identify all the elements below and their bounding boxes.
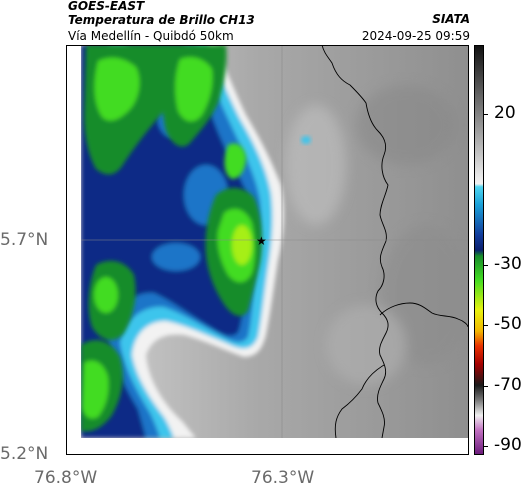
timestamp: 2024-09-25 09:59 <box>361 29 470 43</box>
colorbar-tick <box>484 265 488 267</box>
small-cloud <box>301 136 311 144</box>
colorbar-tick <box>484 385 488 387</box>
border-line <box>379 302 468 328</box>
satellite-image: ★ <box>66 45 469 455</box>
convective-cores <box>81 45 262 432</box>
border-line <box>321 45 389 438</box>
satellite-map: ★ <box>66 45 469 455</box>
border-line <box>334 364 385 438</box>
lon-label-76.3: 76.3°W <box>251 468 315 488</box>
colorbar-tick-label: 20 <box>494 103 516 124</box>
colorbar-tick <box>484 446 488 447</box>
colorbar-tick-label: -50 <box>494 314 522 335</box>
colorbar-tick-label: -30 <box>494 254 522 275</box>
colorbar-tick <box>484 325 488 327</box>
organization-label: SIATA <box>432 12 470 26</box>
star-icon: ★ <box>256 234 267 248</box>
area-subtitle: Vía Medellín - Quibdó 50km <box>68 29 234 43</box>
colorbar-tick-label: -70 <box>494 374 522 395</box>
satellite-name: GOES-EAST <box>68 0 145 13</box>
lat-label-5.7: 5.7°N <box>0 230 49 250</box>
lat-label-5.2: 5.2°N <box>0 444 49 464</box>
product-title: Temperatura de Brillo CH13 <box>68 13 255 27</box>
colorbar <box>474 45 484 455</box>
colorbar-tick <box>484 114 488 116</box>
lon-label-76.8: 76.8°W <box>34 468 98 488</box>
colorbar-tick-label: -90 <box>494 435 522 455</box>
map-border <box>66 45 469 455</box>
